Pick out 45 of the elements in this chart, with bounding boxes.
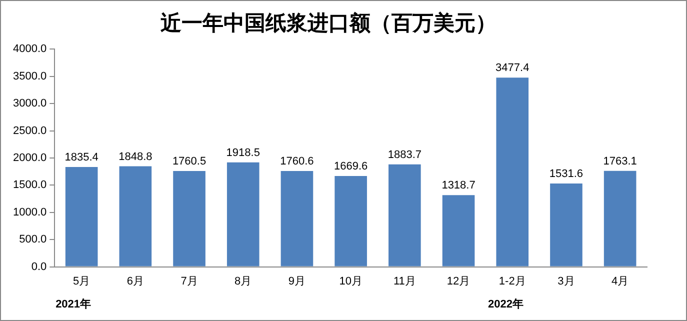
text: 2022年 [488,297,524,310]
data-label: 1531.6 [549,168,584,180]
y-tick-label: 1000.0 [12,206,47,218]
y-tick-label: 3500.0 [12,70,47,82]
bar [119,166,152,266]
x-tick-label: 3月 [558,275,575,288]
x-tick-label: 4月 [612,275,629,288]
y-tick-label: 3000.0 [12,98,47,110]
data-label: 1760.6 [280,156,314,168]
bar [442,195,475,266]
bar [604,170,636,266]
y-tick-label: 2000.0 [12,152,47,164]
chart-title: 近一年中国纸浆进口额（百万美元） [160,11,496,36]
y-tick-label: 0.0 [31,260,47,273]
bar [388,164,421,266]
bar [226,162,260,266]
data-label: 1918.5 [226,146,260,159]
y-tick-label: 4000.0 [12,43,47,56]
y-tick-label: 500.0 [19,234,47,246]
x-tick-label: 12月 [446,275,470,288]
bar [65,166,98,266]
data-label: 3477.4 [496,62,530,74]
x-tick-label: 8月 [234,275,252,288]
data-label: 1760.5 [172,156,206,168]
x-tick-label: 7月 [180,275,198,288]
bar [173,171,206,266]
y-tick-label: 2500.0 [12,124,47,137]
text: 2021年 [56,297,92,310]
x-tick-label: 9月 [288,275,306,288]
y-tick-label: 1500.0 [12,179,47,192]
x-tick-label: 1-2月 [498,275,526,288]
x-tick-label: 6月 [126,275,144,288]
bar [280,171,314,266]
bar [334,176,367,266]
data-label: 1669.6 [334,160,368,173]
data-label: 1318.7 [442,180,476,192]
x-tick-label: 11月 [393,275,416,288]
x-tick-label: 5月 [73,275,90,288]
data-label: 1883.7 [388,148,422,161]
x-tick-label: 10月 [339,275,362,288]
data-label: 1835.4 [64,151,98,164]
data-label: 1848.8 [118,150,152,163]
data-label: 1763.1 [603,155,637,168]
bar [496,78,529,266]
bar [550,183,582,266]
